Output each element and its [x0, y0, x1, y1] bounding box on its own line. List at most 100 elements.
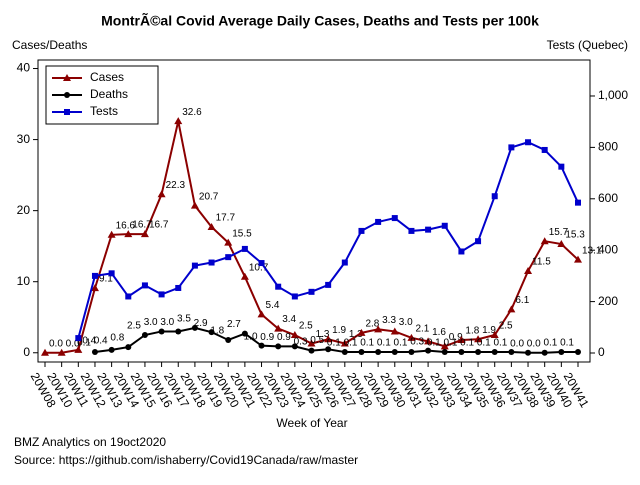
- data-label: 0.1: [477, 338, 491, 349]
- data-point: [507, 305, 516, 313]
- data-point: [358, 227, 365, 234]
- data-point: [125, 344, 132, 351]
- data-point: [558, 349, 565, 356]
- data-label: 32.6: [182, 107, 202, 118]
- data-point: [441, 349, 448, 356]
- data-point: [341, 349, 348, 356]
- data-point: [91, 272, 98, 279]
- data-point: [175, 328, 182, 335]
- data-label: 15.7: [549, 227, 569, 238]
- data-label: 10.7: [249, 262, 269, 273]
- y-tick-label: 10: [17, 274, 31, 288]
- data-label: 16.7: [149, 220, 169, 231]
- y2-tick-label: 1,000: [598, 88, 628, 102]
- data-label: 15.3: [565, 230, 585, 241]
- data-label: 0.8: [110, 333, 124, 344]
- data-point: [225, 254, 232, 261]
- data-label: 15.5: [232, 228, 252, 239]
- data-point: [458, 349, 465, 356]
- data-point: [407, 333, 416, 341]
- data-point: [191, 324, 198, 331]
- legend-label: Cases: [90, 70, 124, 84]
- data-point: [158, 328, 165, 335]
- y-tick-label: 20: [17, 203, 31, 217]
- data-label: 20.7: [199, 191, 219, 202]
- data-point: [258, 260, 265, 267]
- data-point: [175, 284, 182, 291]
- data-point: [157, 190, 166, 198]
- data-point: [191, 262, 198, 269]
- data-point: [208, 329, 215, 336]
- data-point: [91, 349, 98, 356]
- data-point: [141, 282, 148, 289]
- data-point: [240, 272, 249, 280]
- data-point: [41, 348, 49, 356]
- data-label: 0.1: [344, 338, 358, 349]
- data-label: 1.3: [349, 329, 363, 340]
- data-point: [508, 349, 515, 356]
- data-point: [290, 330, 299, 338]
- data-point: [107, 230, 116, 238]
- legend-label: Tests: [90, 104, 118, 118]
- data-point: [225, 336, 232, 343]
- data-point: [308, 347, 315, 354]
- data-label: 1.8: [465, 326, 479, 337]
- y2-tick-label: 800: [598, 140, 618, 154]
- data-label: 2.8: [365, 319, 379, 330]
- data-point: [291, 293, 298, 300]
- footnote: BMZ Analytics on 19oct2020: [14, 435, 166, 449]
- data-label: 1.8: [210, 326, 224, 337]
- data-point: [208, 259, 215, 266]
- data-label: 0.1: [493, 338, 507, 349]
- data-label: 2.5: [127, 321, 141, 332]
- data-label: 6.1: [515, 295, 529, 306]
- data-point: [490, 330, 499, 338]
- data-point: [90, 284, 99, 292]
- series-line: [77, 141, 579, 339]
- data-label: 3.5: [177, 314, 191, 325]
- data-point: [440, 342, 449, 350]
- y2-tick-label: 600: [598, 191, 618, 205]
- data-point: [140, 230, 149, 238]
- data-point: [475, 349, 482, 356]
- data-point: [340, 339, 349, 347]
- data-point: [424, 337, 433, 345]
- data-label: 0.0: [49, 338, 63, 349]
- data-label: 1.6: [432, 327, 446, 338]
- data-point: [308, 288, 315, 295]
- data-point: [491, 349, 498, 356]
- data-label: 0.0: [510, 338, 524, 349]
- data-point: [558, 163, 565, 170]
- data-label: 3.0: [160, 317, 174, 328]
- data-point: [307, 339, 316, 347]
- y2-tick-label: 400: [598, 242, 618, 256]
- data-label: 0.9: [449, 332, 463, 343]
- data-point: [207, 222, 216, 230]
- data-label: 3.3: [382, 315, 396, 326]
- data-label: 2.1: [415, 323, 429, 334]
- data-point: [125, 293, 132, 300]
- data-point: [241, 245, 248, 252]
- data-point: [325, 346, 332, 353]
- data-point: [375, 218, 382, 225]
- data-label: 2.7: [227, 319, 241, 330]
- data-point: [540, 237, 549, 245]
- chart-title: MontrÃ©al Covid Average Daily Cases, Dea…: [101, 12, 539, 29]
- data-point: [390, 327, 399, 335]
- y-tick-label: 40: [17, 61, 31, 75]
- data-point: [391, 215, 398, 222]
- data-label: 0.4: [94, 336, 108, 347]
- data-label: 3.0: [144, 317, 158, 328]
- y-axis-label: Cases/Deaths: [12, 38, 87, 52]
- data-label: 3.4: [282, 314, 296, 325]
- data-point: [575, 199, 581, 206]
- data-label: 0.1: [394, 338, 408, 349]
- data-point: [375, 349, 382, 356]
- data-label: 1.9: [332, 325, 346, 336]
- data-label: 17.7: [216, 213, 236, 224]
- data-point: [475, 238, 482, 245]
- data-point: [408, 227, 415, 234]
- y-tick-label: 30: [17, 132, 31, 146]
- data-label: 2.9: [194, 318, 208, 329]
- data-point: [408, 349, 415, 356]
